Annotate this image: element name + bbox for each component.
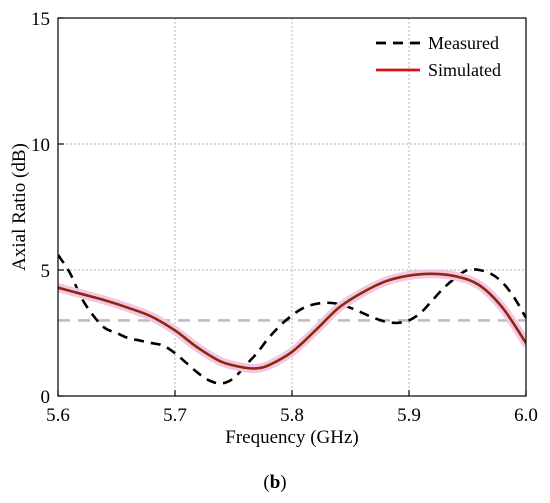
measured-line	[58, 254, 526, 385]
y-tick-label: 15	[31, 9, 50, 30]
x-tick-label: 5.8	[280, 405, 304, 426]
panel-label-close: )	[280, 472, 286, 493]
x-tick-label: 6.0	[514, 405, 538, 426]
simulated-line	[58, 272, 526, 370]
series-layer	[58, 254, 526, 385]
tick-layer: 5.6 5.7 5.8 5.9 6.0 0 5 10 15	[31, 9, 538, 426]
legend-label-simulated: Simulated	[428, 60, 501, 80]
legend-label-measured: Measured	[428, 33, 499, 53]
y-tick-label: 0	[41, 387, 51, 408]
panel-label-letter: b	[270, 472, 281, 493]
panel-label-open: (	[263, 472, 269, 493]
x-tick-label: 5.9	[397, 405, 421, 426]
x-tick-label: 5.7	[163, 405, 187, 426]
grid	[58, 18, 526, 396]
x-tick-label: 5.6	[46, 405, 70, 426]
legend: Measured Simulated	[376, 33, 501, 80]
panel-label: (b)	[263, 472, 286, 493]
x-axis-label: Frequency (GHz)	[225, 427, 358, 448]
y-tick-label: 5	[41, 261, 51, 282]
y-axis-label: Axial Ratio (dB)	[9, 143, 30, 271]
y-tick-label: 10	[31, 135, 50, 156]
